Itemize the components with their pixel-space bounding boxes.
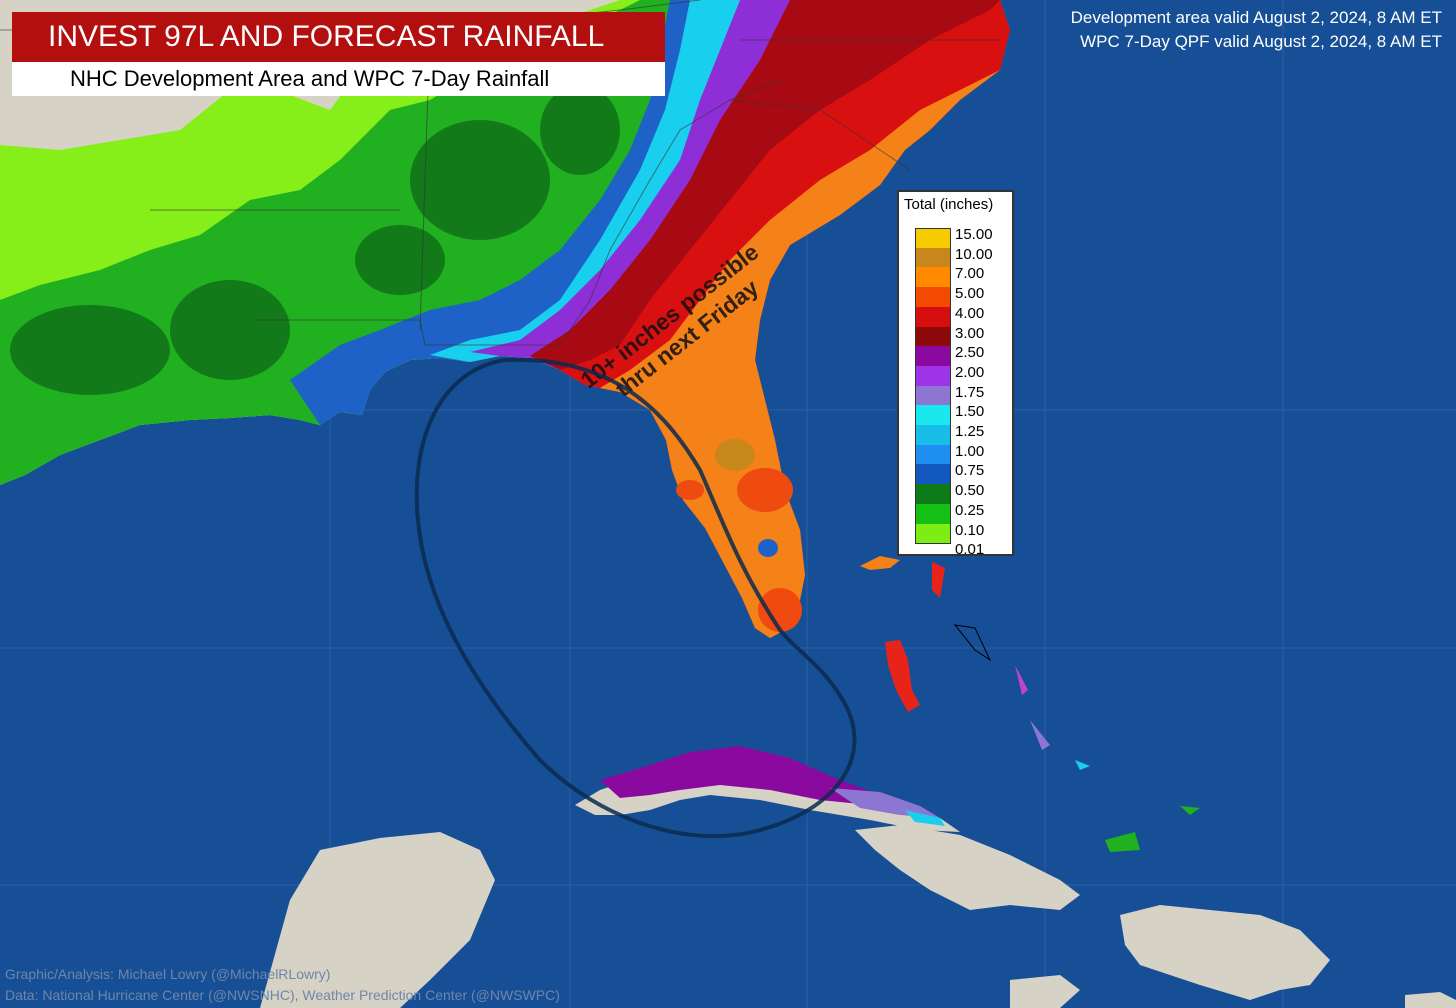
legend-item: 4.00 bbox=[915, 304, 1010, 327]
legend-item: 0.50 bbox=[915, 482, 1010, 505]
legend-label: 5.00 bbox=[955, 285, 985, 303]
legend-title: Total (inches) bbox=[904, 196, 994, 213]
legend-label: 2.50 bbox=[955, 344, 985, 362]
legend-swatch bbox=[915, 444, 951, 465]
map-subtitle: NHC Development Area and WPC 7-Day Rainf… bbox=[12, 62, 665, 96]
legend-item: 0.75 bbox=[915, 462, 1010, 485]
legend-item: 2.50 bbox=[915, 344, 1010, 367]
legend-label: 2.00 bbox=[955, 363, 985, 381]
credit-data: Data: National Hurricane Center (@NWSNHC… bbox=[5, 987, 560, 1003]
legend-label: 1.50 bbox=[955, 403, 985, 421]
development-area-outline bbox=[414, 357, 857, 839]
legend-item: 5.00 bbox=[915, 285, 1010, 308]
legend-item: 2.00 bbox=[915, 363, 1010, 386]
cuba bbox=[575, 746, 960, 832]
legend-item: 1.00 bbox=[915, 442, 1010, 465]
legend-label: 1.25 bbox=[955, 423, 985, 440]
development-area-valid-text: Development area valid August 2, 2024, 8… bbox=[1070, 8, 1442, 27]
legend-item: 1.75 bbox=[915, 383, 1010, 406]
qpf-valid-text: WPC 7-Day QPF valid August 2, 2024, 8 AM… bbox=[1080, 32, 1442, 51]
legend-swatch bbox=[915, 385, 951, 406]
legend-item: 7.00 bbox=[915, 265, 1010, 288]
legend-item: 1.50 bbox=[915, 403, 1010, 426]
legend-swatch bbox=[915, 287, 951, 308]
jamaica-land bbox=[855, 825, 1080, 910]
legend-item: 15.00 bbox=[915, 226, 1010, 248]
legend-label: 0.50 bbox=[955, 482, 985, 500]
legend-swatch bbox=[915, 503, 951, 524]
legend-label: 4.00 bbox=[955, 304, 985, 322]
legend-label: 1.75 bbox=[955, 383, 985, 401]
bahamas bbox=[860, 556, 1200, 852]
legend-swatch bbox=[915, 267, 951, 288]
rain-10.00-patches bbox=[715, 439, 755, 471]
legend-item: 0.25 bbox=[915, 501, 1010, 524]
hispaniola-land bbox=[1120, 905, 1330, 1000]
credit-graphic: Graphic/Analysis: Michael Lowry (@Michae… bbox=[5, 966, 331, 982]
rainfall-legend: Total (inches) 15.00 10.00 7.00 5.00 4.00 3.0… bbox=[897, 190, 1014, 558]
legend-label: 15.00 bbox=[955, 226, 993, 243]
legend-label: 7.00 bbox=[955, 265, 985, 283]
legend-swatch bbox=[915, 523, 951, 544]
rain-5.00-patches bbox=[676, 468, 802, 632]
puerto-rico-land bbox=[1405, 992, 1456, 1008]
legend-label: 1.00 bbox=[955, 442, 985, 460]
legend-label: 0.10 bbox=[955, 521, 985, 539]
legend-swatch bbox=[915, 464, 951, 485]
legend-item: 3.00 bbox=[915, 324, 1010, 347]
map-title: INVEST 97L AND FORECAST RAINFALL bbox=[12, 12, 665, 62]
legend-item: 10.00 bbox=[915, 245, 1010, 268]
legend-label: 0.01 bbox=[955, 541, 985, 559]
lake-okeechobee bbox=[758, 539, 778, 557]
legend-label: 0.75 bbox=[955, 462, 985, 480]
legend-swatch bbox=[915, 306, 951, 327]
rain-0.50-patches bbox=[10, 85, 620, 395]
legend-swatch bbox=[915, 405, 951, 426]
legend-swatch bbox=[915, 425, 951, 445]
legend-swatch bbox=[915, 326, 951, 347]
legend-item-last: 0.01 bbox=[915, 541, 1010, 563]
yucatan-land bbox=[260, 832, 495, 1008]
cuba-east-land bbox=[1010, 975, 1080, 1008]
legend-item: 1.25 bbox=[915, 423, 1010, 445]
legend-item: 0.10 bbox=[915, 521, 1010, 544]
legend-label: 3.00 bbox=[955, 324, 985, 342]
legend-label: 0.25 bbox=[955, 501, 985, 519]
legend-swatch bbox=[915, 484, 951, 505]
legend-swatch bbox=[915, 228, 951, 248]
legend-swatch bbox=[915, 247, 951, 268]
legend-label: 10.00 bbox=[955, 245, 993, 263]
legend-swatch bbox=[915, 346, 951, 367]
legend-swatch bbox=[915, 365, 951, 386]
